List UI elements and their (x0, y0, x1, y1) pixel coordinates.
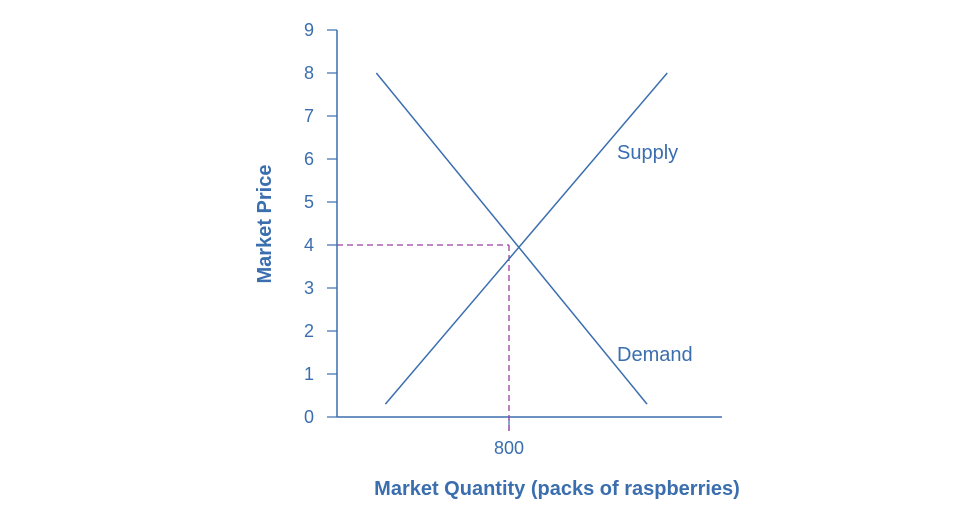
y-tick-label: 2 (304, 321, 314, 341)
y-tick-label: 4 (304, 235, 314, 255)
axes (336, 30, 722, 418)
y-tick-label: 7 (304, 106, 314, 126)
y-tick-label: 0 (304, 407, 314, 427)
y-tick-label: 8 (304, 63, 314, 83)
supply-curve (384, 72, 668, 405)
y-tick-label: 6 (304, 149, 314, 169)
x-tick-label: 800 (494, 438, 524, 458)
equilibrium-reference-lines (337, 244, 510, 431)
y-tick-label: 1 (304, 364, 314, 384)
supply-label: Supply (617, 142, 678, 164)
x-axis-ticks: 800 (494, 417, 524, 458)
y-axis-title: Market Price (254, 165, 276, 284)
x-axis-title: Market Quantity (packs of raspberries) (374, 478, 740, 500)
y-tick-label: 5 (304, 192, 314, 212)
y-axis-ticks: 0 1 2 3 4 5 6 7 8 9 (304, 20, 337, 427)
y-tick-label: 3 (304, 278, 314, 298)
y-tick-label: 9 (304, 20, 314, 40)
demand-label: Demand (617, 344, 693, 366)
demand-curve (375, 72, 648, 405)
curves: Supply Demand (375, 72, 693, 405)
